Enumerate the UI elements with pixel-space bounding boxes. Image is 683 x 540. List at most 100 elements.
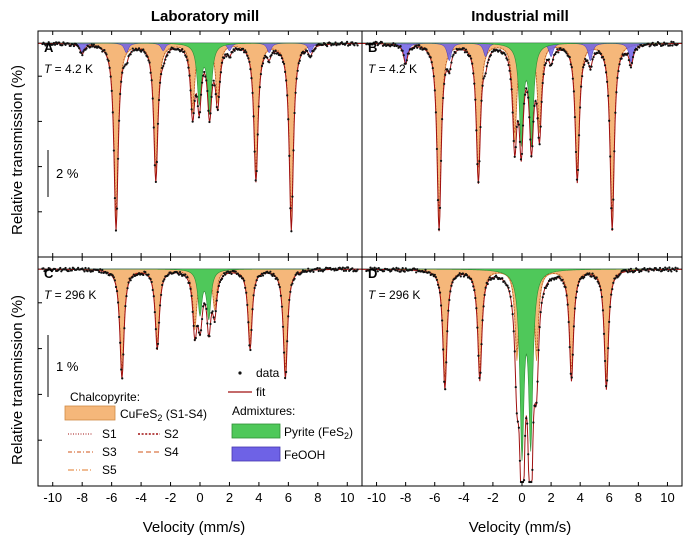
data-point <box>115 207 119 210</box>
data-point <box>655 43 658 47</box>
data-point <box>323 268 327 271</box>
data-point <box>629 66 633 69</box>
data-point <box>294 91 297 94</box>
data-point <box>201 81 204 84</box>
panel-A: A T = 4.2 K <box>37 30 363 258</box>
data-point <box>193 338 196 342</box>
data-point <box>199 93 203 96</box>
data-point <box>239 275 243 278</box>
data-point <box>401 49 404 52</box>
data-point <box>254 179 257 182</box>
data-point <box>244 49 247 52</box>
data-point <box>527 453 530 456</box>
data-point <box>554 52 557 56</box>
data-point <box>271 274 274 277</box>
data-point <box>283 376 287 380</box>
data-point <box>149 71 152 74</box>
data-point <box>373 266 376 269</box>
data-point <box>416 46 419 49</box>
data-point <box>646 267 649 271</box>
pyrite-area <box>361 42 683 147</box>
scale-bar-bottom-label: 1 % <box>56 359 79 374</box>
data-point <box>91 45 94 48</box>
data-point <box>198 111 202 114</box>
data-point <box>601 55 605 59</box>
data-point <box>92 43 95 46</box>
data-point <box>674 266 677 269</box>
temperature-label: T = 4.2 K <box>368 62 417 76</box>
data-point <box>507 63 510 67</box>
data-point <box>273 52 276 55</box>
data-point <box>147 273 150 276</box>
legend-cufes2-label: CuFeS2 (S1-S4) <box>120 407 207 423</box>
data-point <box>83 270 86 273</box>
data-point <box>449 67 452 71</box>
data-point <box>609 155 612 158</box>
data-point <box>492 277 496 280</box>
data-point <box>400 269 403 272</box>
data-point <box>556 48 559 51</box>
data-point <box>627 268 630 271</box>
data-point <box>294 273 297 277</box>
data-point <box>202 305 205 308</box>
data-point <box>318 267 321 270</box>
data-point <box>129 53 132 56</box>
data-point <box>112 276 115 279</box>
data-point <box>356 44 359 47</box>
data-point <box>507 286 510 289</box>
data-point <box>539 125 542 128</box>
data-point <box>405 59 408 62</box>
data-point <box>611 227 614 231</box>
data-point <box>569 63 572 66</box>
data-point <box>415 271 418 274</box>
data-point <box>613 150 616 153</box>
data-point <box>344 42 348 45</box>
data-point <box>104 51 107 54</box>
data-point <box>531 145 534 148</box>
data-point <box>508 69 511 72</box>
data-point <box>504 53 507 56</box>
data-point <box>459 275 462 278</box>
data-point <box>543 63 546 67</box>
data-point <box>377 266 380 270</box>
x-tick-label: 2 <box>226 490 233 505</box>
data-point <box>227 54 230 57</box>
data-point <box>562 48 565 51</box>
data-point <box>503 280 506 283</box>
data-point <box>605 80 609 83</box>
data-point <box>298 59 301 62</box>
data-point <box>204 75 207 78</box>
data-point <box>142 48 145 51</box>
data-point <box>416 268 419 271</box>
data-point <box>532 421 535 424</box>
data-point <box>85 47 88 50</box>
data-point <box>169 48 172 51</box>
data-point <box>580 85 583 88</box>
x-tick-label: 0 <box>196 490 203 505</box>
data-point <box>245 291 248 294</box>
data-point <box>547 279 551 283</box>
data-point <box>136 48 140 51</box>
data-point <box>414 268 417 271</box>
data-point <box>445 361 448 364</box>
x-tick-label: 6 <box>606 490 613 505</box>
data-point <box>286 94 289 97</box>
data-point <box>412 46 416 50</box>
data-point <box>586 59 589 62</box>
data-point <box>401 267 404 270</box>
x-tick-label: -4 <box>458 490 470 505</box>
data-point <box>526 91 529 94</box>
data-point <box>106 271 109 274</box>
data-point <box>252 115 255 118</box>
data-point <box>111 111 114 114</box>
data-point <box>163 278 166 281</box>
data-point <box>261 274 265 277</box>
data-point <box>353 44 356 47</box>
data-point <box>241 277 245 280</box>
data-point <box>271 51 274 55</box>
data-point <box>123 327 126 330</box>
data-point <box>120 80 123 83</box>
data-point <box>520 152 524 156</box>
data-point <box>388 268 391 272</box>
data-point <box>565 52 568 55</box>
